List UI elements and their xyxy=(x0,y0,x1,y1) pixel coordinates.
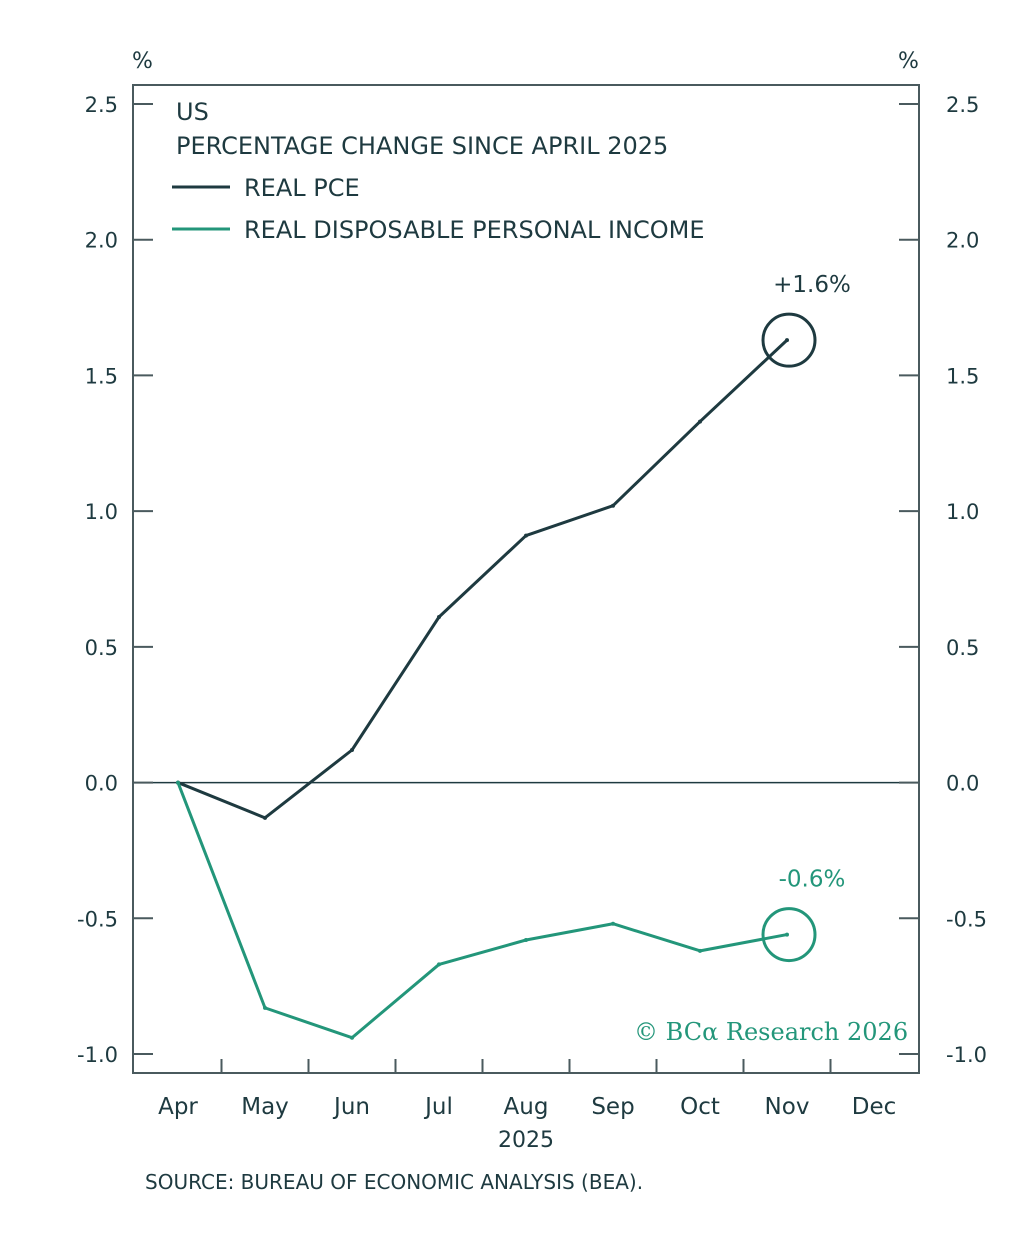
x-tick-label: Jul xyxy=(423,1094,453,1120)
y-unit-left: % xyxy=(132,49,153,74)
y-tick-label-left: 1.5 xyxy=(85,364,118,388)
chart-title: US xyxy=(176,98,209,126)
plot-frame xyxy=(132,84,920,1074)
y-tick-label-left: -0.5 xyxy=(77,907,118,931)
y-tick-label-left: 1.0 xyxy=(85,500,118,524)
y-tick-label-right: 2.5 xyxy=(946,93,979,117)
chart-subtitle: PERCENTAGE CHANGE SINCE APRIL 2025 xyxy=(176,132,668,160)
y-tick-label-left: 0.5 xyxy=(85,636,118,660)
x-tick-label: Aug xyxy=(504,1094,549,1120)
y-tick-label-left: -1.0 xyxy=(77,1043,118,1067)
data-point xyxy=(263,1005,267,1010)
end-highlight-circle xyxy=(761,312,817,368)
data-point xyxy=(611,921,615,926)
data-point xyxy=(176,780,180,785)
y-tick-label-right: -1.0 xyxy=(946,1043,987,1067)
data-point xyxy=(785,338,789,343)
y-tick-label-right: 1.5 xyxy=(946,364,979,388)
x-tick-label: May xyxy=(241,1094,289,1120)
data-point xyxy=(611,503,615,508)
data-point xyxy=(263,815,267,820)
y-tick-label-left: 2.5 xyxy=(85,93,118,117)
x-tick-label: Jun xyxy=(332,1094,370,1120)
x-tick-label: Sep xyxy=(591,1094,634,1120)
data-point xyxy=(698,948,702,953)
y-tick-label-right: -0.5 xyxy=(946,907,987,931)
y-tick-label-left: 0.0 xyxy=(85,772,118,796)
y-tick-label-right: 0.5 xyxy=(946,636,979,660)
data-point xyxy=(698,419,702,424)
data-point xyxy=(350,1035,354,1040)
end-highlight-circle xyxy=(761,907,817,963)
y-tick-label-right: 2.0 xyxy=(946,229,979,253)
y-unit-right: % xyxy=(898,49,919,74)
data-point xyxy=(437,615,441,619)
data-point xyxy=(524,533,528,538)
x-tick-label: Nov xyxy=(765,1094,810,1120)
data-point xyxy=(785,932,789,937)
legend-label-rdpi: REAL DISPOSABLE PERSONAL INCOME xyxy=(244,216,705,244)
y-tick-label-right: 0.0 xyxy=(946,772,979,796)
x-tick-label: Oct xyxy=(680,1094,720,1120)
end-value-label: +1.6% xyxy=(773,272,851,298)
source-note: SOURCE: BUREAU OF ECONOMIC ANALYSIS (BEA… xyxy=(145,1170,643,1194)
data-point xyxy=(524,938,528,942)
x-tick-label: Dec xyxy=(852,1094,897,1120)
end-value-label: -0.6% xyxy=(779,867,846,893)
series-line-1 xyxy=(176,782,788,1040)
y-tick-label-right: 1.0 xyxy=(946,500,979,524)
legend-label-pce: REAL PCE xyxy=(244,174,360,202)
data-point xyxy=(350,748,354,752)
x-tick-label: Apr xyxy=(158,1094,198,1120)
x-year-label: 2025 xyxy=(498,1128,554,1153)
data-point xyxy=(437,962,441,967)
y-tick-label-left: 2.0 xyxy=(85,229,118,253)
series-line-0 xyxy=(177,339,789,820)
watermark: © BCα Research 2026 xyxy=(634,1018,908,1046)
